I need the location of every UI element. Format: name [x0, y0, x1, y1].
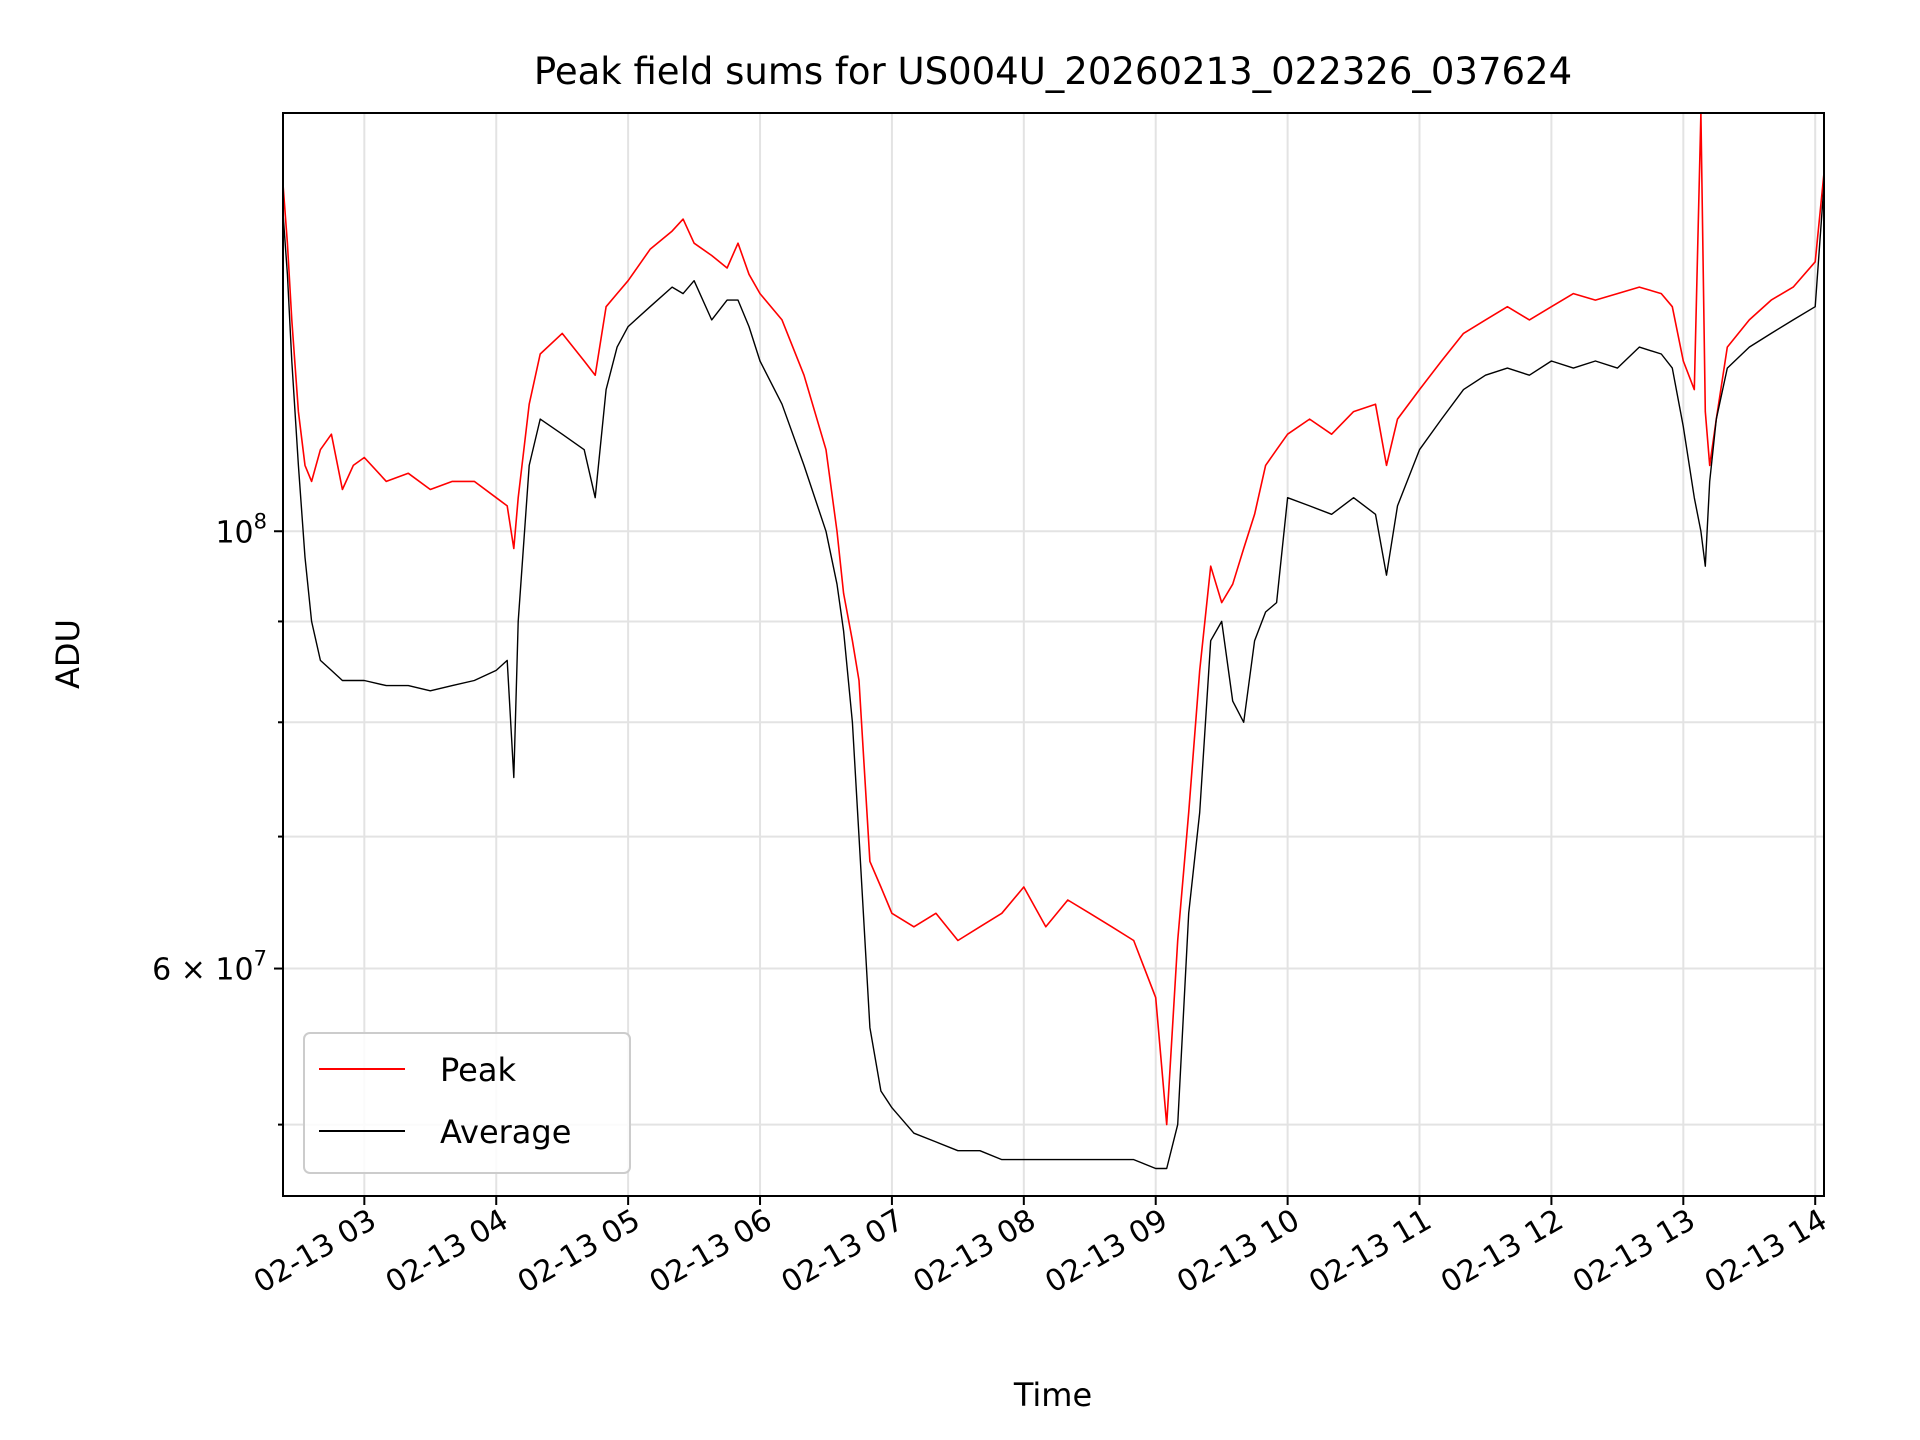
y-tick-label: 108 [215, 509, 267, 550]
y-axis: 6 × 107 108 [152, 509, 283, 1126]
plot-frame [282, 112, 1825, 1197]
grid [283, 113, 1824, 1196]
y-tick-label: 6 × 107 [152, 947, 267, 988]
series-layer [283, 113, 1824, 1170]
legend: Peak Average [303, 1032, 631, 1174]
chart-title: Peak field sums for US004U_20260213_0223… [534, 50, 1572, 93]
series-line-peak [283, 113, 1824, 1126]
legend-label-peak: Peak [440, 1051, 516, 1089]
y-axis-label: ADU [49, 619, 87, 689]
legend-label-average: Average [440, 1113, 571, 1151]
series-line-average [283, 184, 1824, 1170]
x-axis-label: Time [1013, 1376, 1092, 1414]
